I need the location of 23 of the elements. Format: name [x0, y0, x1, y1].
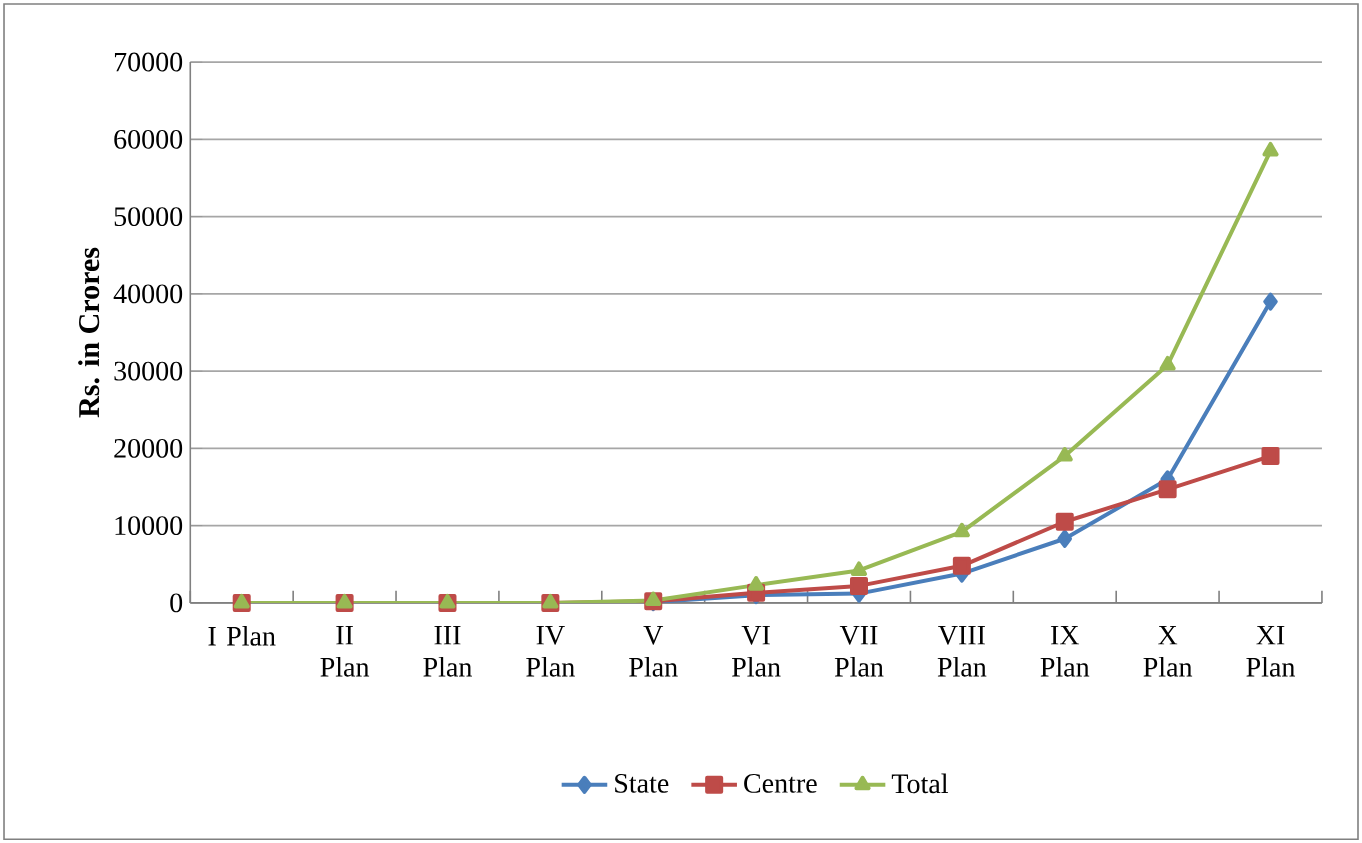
y-axis-title: Rs. in Crores [78, 247, 100, 418]
legend-label: Centre [744, 773, 817, 793]
x-tick-label: I Plan [208, 625, 276, 646]
x-tick-label: IV Plan [526, 625, 575, 677]
y-tick-label: 30000 [114, 361, 183, 381]
x-tick-label: II Plan [320, 625, 370, 677]
legend-label: Total [891, 773, 949, 794]
y-tick-label: 20000 [114, 438, 183, 458]
x-tick-label: III Plan [423, 625, 472, 677]
y-tick-label: 40000 [113, 284, 183, 304]
x-tick-label: VIII Plan [937, 625, 987, 677]
legend-label: State [615, 773, 669, 793]
y-tick-label: 0 [170, 593, 183, 613]
x-tick-label: IX Plan [1040, 625, 1090, 677]
x-tick-label: X Plan [1143, 625, 1193, 677]
y-tick-label: 60000 [114, 129, 183, 149]
x-tick-label: XI Plan [1246, 625, 1296, 677]
y-tick-label: 70000 [114, 52, 183, 72]
x-tick-label: V Plan [629, 625, 678, 677]
x-tick-label: VI Plan [732, 625, 781, 677]
y-tick-label: 10000 [115, 516, 183, 535]
y-tick-label: 50000 [114, 207, 183, 226]
x-tick-label: VII Plan [834, 625, 884, 677]
